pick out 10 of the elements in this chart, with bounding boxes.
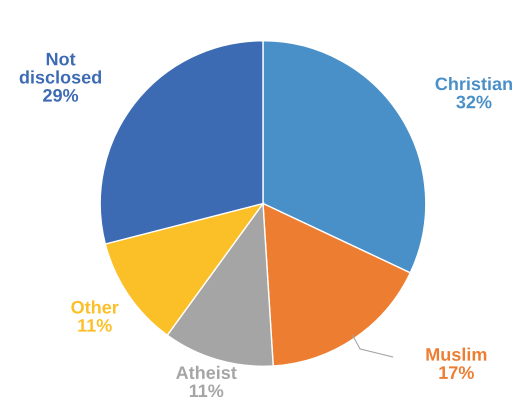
slice-label: Christian — [436, 76, 512, 90]
data-label: 17% — [439, 366, 474, 379]
data-label: 11% — [78, 319, 112, 332]
data-label: 29% — [43, 88, 78, 102]
slice-label: Other — [71, 300, 118, 314]
data-label: 11% — [190, 384, 224, 398]
slice-label: Atheist — [176, 366, 237, 380]
slice-label: Muslim — [426, 348, 486, 361]
data-label: 32% — [456, 96, 492, 108]
slice-label: Not disclosed — [20, 52, 102, 84]
